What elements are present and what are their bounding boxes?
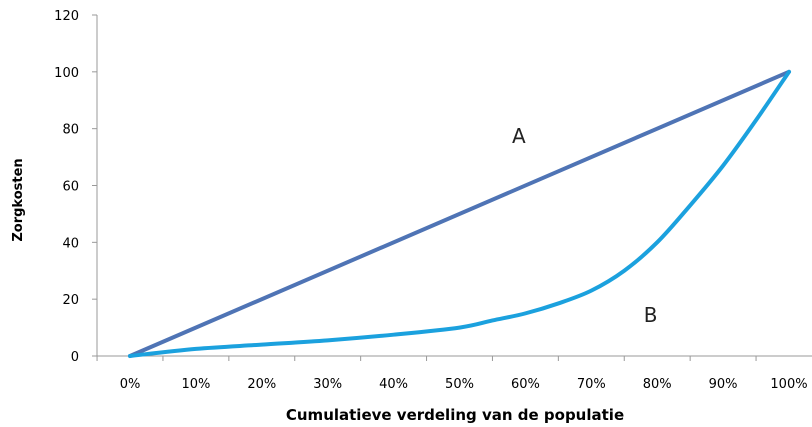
equality-line	[128, 69, 791, 358]
y-tick-label: 120	[54, 9, 79, 24]
x-tick-label: 100%	[770, 377, 807, 392]
x-tick-label: 20%	[247, 377, 276, 392]
x-tick-label: 40%	[379, 377, 408, 392]
x-tick-label: 0%	[120, 377, 141, 392]
y-tick-label: 100	[54, 66, 79, 81]
annotations: AB	[512, 124, 658, 327]
y-tick-label: 60	[62, 180, 79, 195]
x-tick-label: 30%	[313, 377, 342, 392]
x-tick-label: 70%	[577, 377, 606, 392]
y-axis-title: Zorgkosten	[11, 158, 26, 241]
y-tick-label: 40	[62, 236, 79, 251]
x-tick-label: 50%	[445, 377, 474, 392]
x-axis-title: Cumulatieve verdeling van de populatie	[286, 406, 624, 424]
y-tick-label: 20	[62, 293, 79, 308]
annotation-label: A	[512, 124, 526, 148]
x-tick-label: 80%	[643, 377, 672, 392]
axes	[92, 14, 812, 361]
lorenz-curve	[128, 69, 791, 358]
tick-labels: 0 20 40 60 80 100 120 0% 10% 20% 30% 40% 50% 60% 70% 80…	[54, 9, 807, 392]
x-tick-label: 90%	[709, 377, 738, 392]
x-tick-label: 60%	[511, 377, 540, 392]
y-tick-label: 0	[71, 350, 79, 365]
annotation-label: B	[644, 303, 658, 327]
series-lines	[128, 69, 791, 358]
x-tick-label: 10%	[181, 377, 210, 392]
y-tick-label: 80	[62, 123, 79, 138]
